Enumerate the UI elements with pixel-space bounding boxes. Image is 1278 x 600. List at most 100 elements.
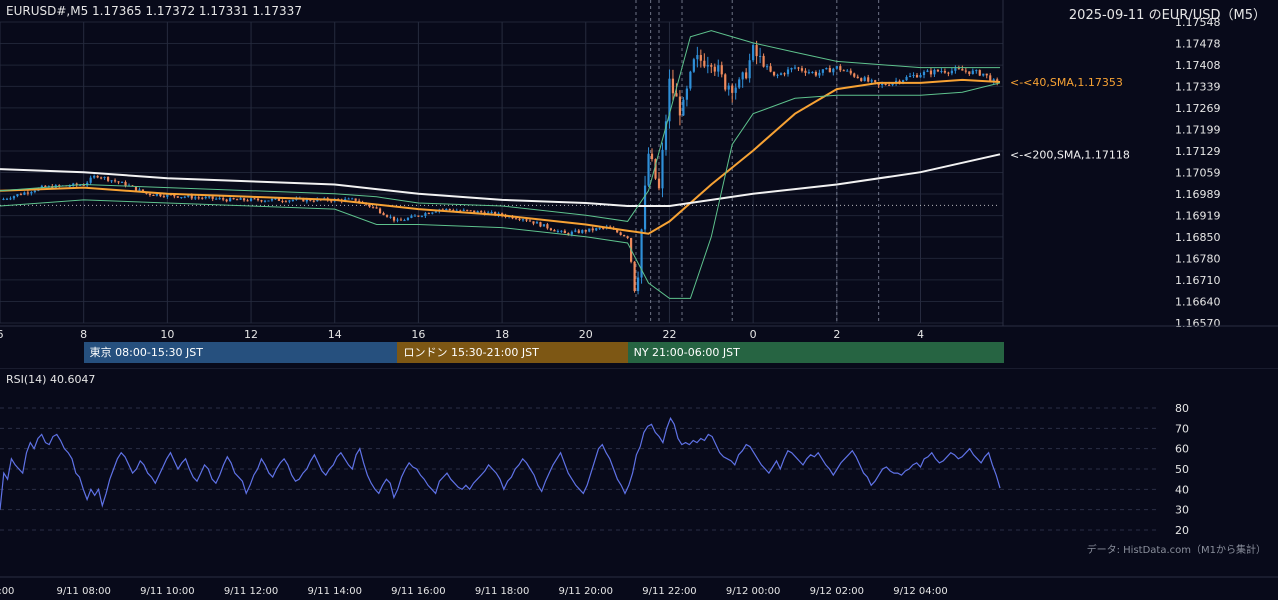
candle [159,194,162,197]
candle [215,198,218,200]
candle [853,73,856,77]
candle [706,65,709,67]
candle [584,230,587,232]
candle [908,75,912,77]
candle [246,200,249,202]
candle [567,233,570,235]
candle [682,99,685,116]
candle [661,149,664,189]
candle [842,70,845,72]
candle [678,96,682,116]
candle [389,216,392,218]
candle [741,72,744,80]
candle [274,198,277,200]
candle [636,277,640,292]
candle [797,67,800,69]
candle [710,65,713,67]
candle [818,72,821,76]
candle [427,213,430,215]
candle [926,70,929,72]
candle [267,200,270,202]
candle [759,55,762,57]
candle [717,65,720,72]
rsi-x-label: 9/11 10:00 [140,586,194,597]
session-bar: NY 21:00-06:00 JST [627,342,1005,363]
candle [549,228,553,231]
candle [668,78,671,122]
x-tick-label: 22 [662,328,676,340]
rsi-chart[interactable]: 80 70 60 50 40 30 20 06:00 9/11 08:00 9/11 10:00 9… [0,368,1278,600]
candle [769,66,772,72]
candle [473,210,476,213]
candle [762,55,765,67]
candle [947,72,950,74]
data-source-note: データ: HistData.com（M1から集計） [1086,545,1266,556]
y-tick-label: 1.16780 [1175,252,1221,265]
candle [936,69,940,72]
candle [752,45,755,61]
candle [553,230,556,232]
candle [814,72,817,76]
candle [535,222,539,224]
candle [347,198,350,200]
candle [72,183,75,186]
candle [539,222,542,227]
candle [975,70,978,72]
candle [30,192,33,194]
y-tick-label: 1.17408 [1175,59,1221,72]
y-tick-label: 1.16640 [1175,295,1221,308]
series-line [0,30,1000,222]
rsi-x-label: 9/12 00:00 [726,586,780,597]
candle [208,196,211,198]
candle [961,68,964,71]
candle [912,75,915,77]
candle [650,153,654,160]
candle [434,211,437,213]
price-chart[interactable]: 1.17548 1.17478 1.17408 1.17339 1.17269 1.171… [0,0,1278,340]
candle [950,70,953,74]
candle [117,181,120,183]
candle [452,210,455,212]
candle [692,59,695,72]
candle [260,200,263,202]
candle [514,218,518,220]
x-tick-label: 8 [80,328,87,340]
candle [849,70,852,74]
candle [919,75,922,78]
candle [23,192,26,195]
candle [870,80,873,82]
candle [964,70,967,72]
candle [989,75,992,82]
rsi-label: RSI(14) 40.6047 [6,373,96,386]
x-tick-label: 16 [411,328,425,340]
candle [731,85,734,93]
candle [811,72,814,74]
candle [100,177,103,179]
candle [229,198,232,202]
candle [354,198,357,201]
candle [689,71,692,89]
rsi-x-label: 9/11 14:00 [308,586,362,597]
candle [595,228,598,231]
candle [699,55,702,61]
candle [675,93,678,97]
candle [222,198,225,200]
candle [860,78,863,81]
rsi-x-label: 9/12 04:00 [893,586,947,597]
candle [162,196,165,198]
candle [790,68,793,70]
candle [96,175,99,178]
candle [640,229,643,278]
y-tick-label: 1.17199 [1175,123,1221,136]
candle [256,198,260,201]
candle [26,192,29,194]
candle [929,70,933,75]
candle [664,121,668,150]
candle [828,67,831,73]
candle [204,197,207,199]
candle [445,209,448,211]
candle [915,75,919,78]
candle [403,220,406,222]
candle [33,190,36,193]
candle [901,80,905,83]
